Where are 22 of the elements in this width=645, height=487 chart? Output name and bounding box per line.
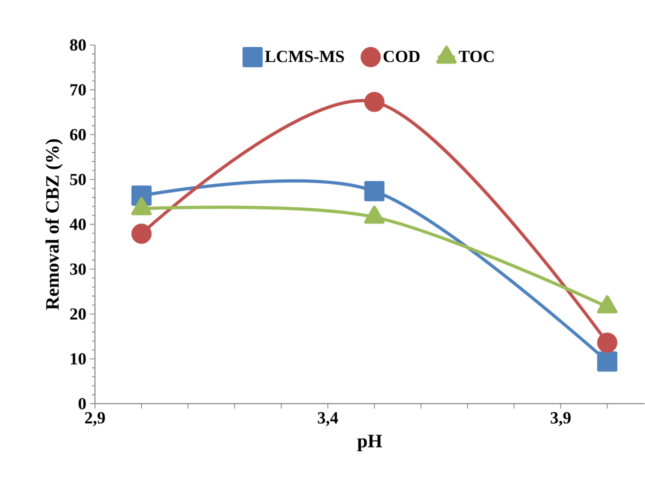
- y-tick-label: 10: [70, 353, 86, 365]
- y-tick-label: 40: [70, 218, 86, 230]
- point: [597, 352, 618, 372]
- y-tick-label: 50: [70, 174, 86, 186]
- legend-label: TOC: [458, 50, 494, 62]
- x-tick-label: 3,9: [550, 412, 571, 426]
- point: [364, 92, 384, 112]
- legend-label: LCMS-MS: [265, 50, 344, 62]
- x-axis-title: pH: [357, 435, 382, 452]
- y-tick-label: 60: [70, 129, 86, 141]
- y-tick-label: 70: [70, 84, 86, 96]
- x-tick-label: 3,4: [318, 412, 338, 426]
- legend-label: COD: [384, 50, 420, 62]
- point: [597, 332, 618, 353]
- y-tick-label: 20: [70, 308, 86, 320]
- y-tick-label: 30: [70, 264, 86, 276]
- x-tick-label: 2,9: [85, 412, 105, 426]
- y-tick-label: 80: [70, 39, 86, 51]
- y-tick-label: 0: [78, 398, 86, 410]
- y-axis-title: Removal of CBZ (%): [45, 139, 63, 310]
- point: [131, 224, 152, 244]
- point: [364, 181, 384, 202]
